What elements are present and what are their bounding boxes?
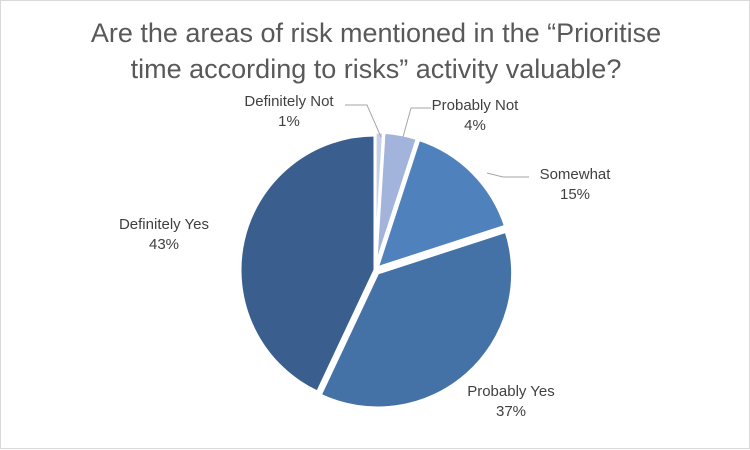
- data-labels: Definitely Not 1% Probably Not 4% Somewhat 15…: [119, 93, 611, 420]
- data-label-name-definitely-not: Definitely Not: [244, 93, 334, 110]
- data-label-name-probably-yes: Probably Yes: [467, 383, 555, 400]
- chart-title-line-2: time according to risks” activity valuab…: [130, 54, 622, 84]
- pie-slice-somewhat: [375, 137, 508, 270]
- pie-slice-definitely-yes: [238, 133, 377, 394]
- leader-line-somewhat: [486, 172, 529, 178]
- pie-slice-probably-yes: [318, 229, 515, 410]
- leader-line-definitely-not: [345, 104, 382, 138]
- data-label-value-probably-yes: 37%: [496, 403, 526, 420]
- data-label-name-somewhat: Somewhat: [540, 166, 612, 183]
- data-label-name-definitely-yes: Definitely Yes: [119, 216, 209, 233]
- pie-slice-probably-not: [374, 130, 419, 269]
- leader-lines: [345, 104, 529, 178]
- pie-slices: [238, 130, 515, 410]
- data-label-name-probably-not: Probably Not: [432, 97, 520, 114]
- data-label-value-definitely-not: 1%: [278, 113, 300, 130]
- data-label-value-probably-not: 4%: [464, 117, 486, 134]
- data-label-value-somewhat: 15%: [560, 186, 590, 203]
- chart-title: Are the areas of risk mentioned in the “…: [1, 15, 750, 87]
- chart-title-line-1: Are the areas of risk mentioned in the “…: [90, 18, 662, 48]
- data-label-value-definitely-yes: 43%: [149, 236, 179, 253]
- leader-line-probably-not: [402, 107, 431, 138]
